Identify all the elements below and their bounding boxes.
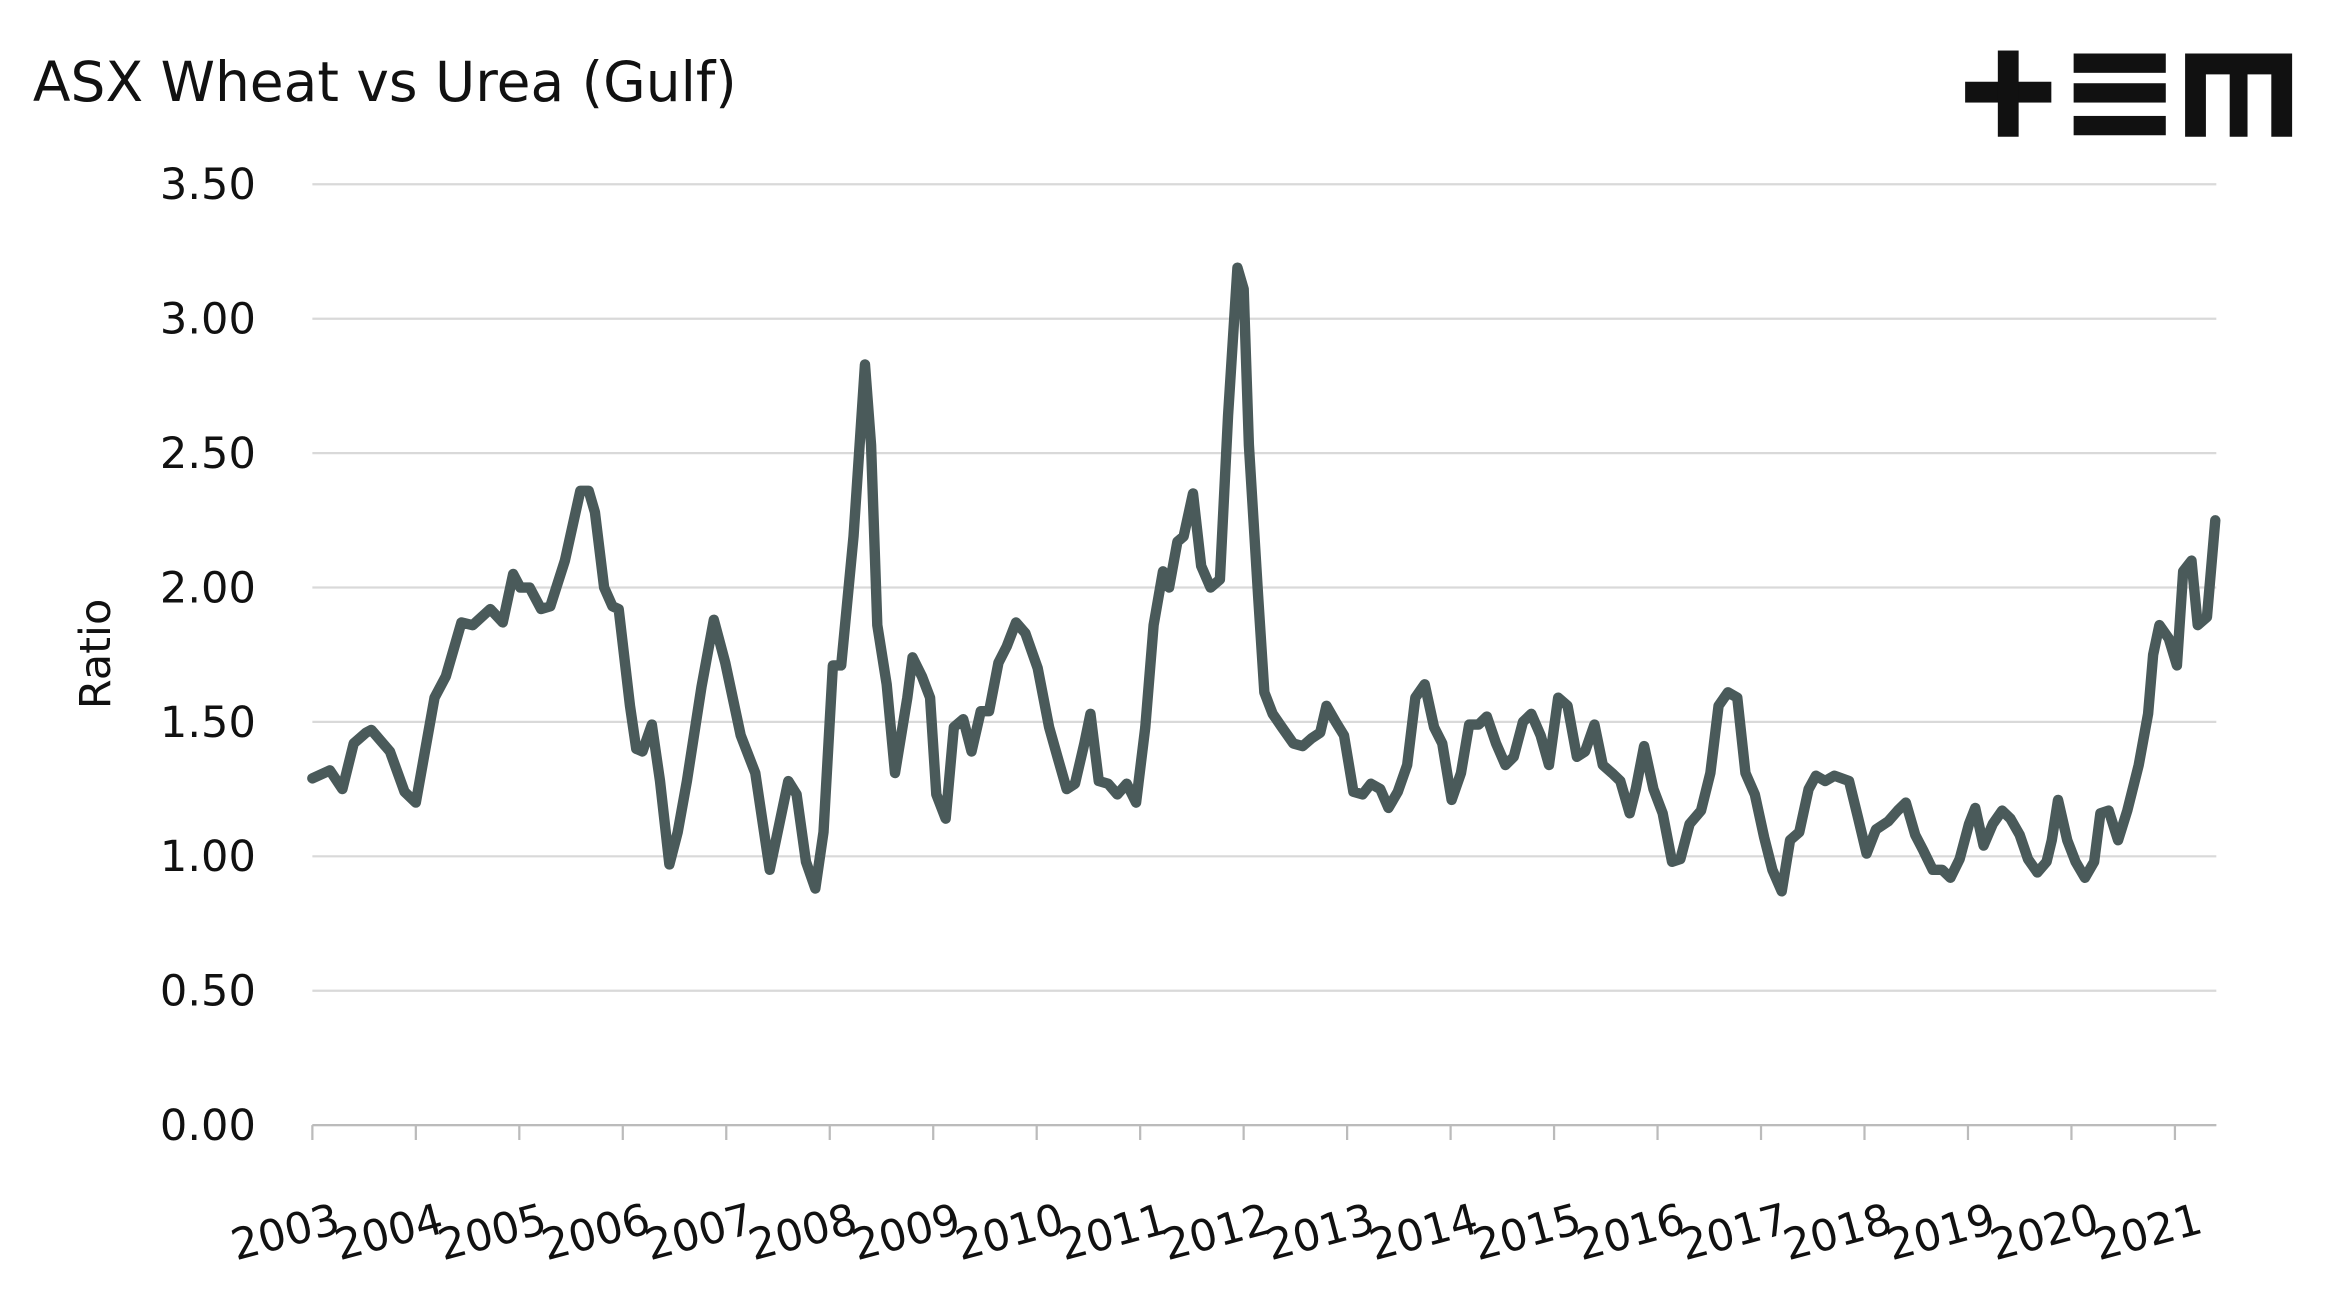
- y-tick-label: 1.00: [160, 832, 256, 882]
- y-tick-label: 3.50: [160, 160, 256, 210]
- y-tick-label: 2.00: [160, 563, 256, 613]
- line: [307, 262, 2221, 897]
- y-axis-label: Ratio: [71, 599, 121, 710]
- y-tick-label: 0.50: [160, 967, 256, 1017]
- y-tick-label: 1.50: [160, 698, 256, 748]
- y-tick-label: 2.50: [160, 429, 256, 479]
- y-tick-label: 3.00: [160, 295, 256, 345]
- logo: [1965, 50, 2293, 137]
- y-tick-label: 0.00: [160, 1101, 256, 1151]
- chart-title: ASX Wheat vs Urea (Gulf): [33, 50, 737, 114]
